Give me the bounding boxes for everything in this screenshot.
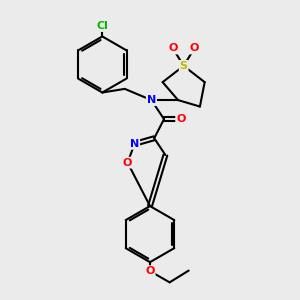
Text: O: O xyxy=(168,44,178,53)
Text: N: N xyxy=(130,139,139,149)
Text: Cl: Cl xyxy=(96,21,108,31)
Text: O: O xyxy=(123,158,132,168)
Text: N: N xyxy=(147,95,156,105)
Text: O: O xyxy=(190,44,199,53)
Text: S: S xyxy=(180,61,188,71)
Text: O: O xyxy=(145,266,155,276)
Text: O: O xyxy=(176,114,185,124)
